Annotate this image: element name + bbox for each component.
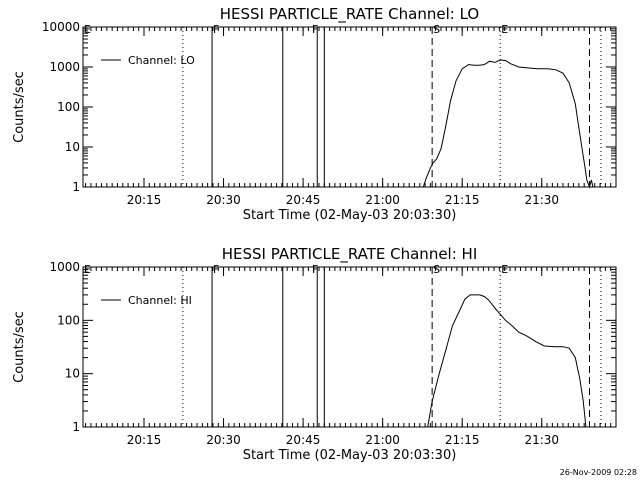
x-tick-label: 21:15	[445, 193, 480, 207]
x-tick-label: 20:15	[127, 193, 162, 207]
series-line-lo	[422, 59, 594, 189]
y-axis-label: Counts/sec	[12, 71, 27, 143]
y-tick-label: 100	[57, 313, 80, 327]
flag-label: E	[501, 23, 508, 36]
plot-frame	[82, 266, 617, 428]
y-axis-label: Counts/sec	[12, 311, 27, 383]
x-axis-label: Start Time (02-May-03 20:03:30)	[243, 208, 457, 223]
x-axis-label: Start Time (02-May-03 20:03:30)	[243, 448, 457, 463]
y-tick-label: 10	[65, 367, 80, 381]
flag-label: S	[433, 263, 440, 276]
x-tick-label: 20:30	[206, 433, 241, 447]
x-tick-label: 20:15	[127, 433, 162, 447]
x-tick-label: 20:45	[286, 193, 321, 207]
x-tick-label: 21:30	[524, 193, 559, 207]
y-tick-label: 1000	[49, 260, 80, 274]
flag-label: F	[312, 23, 318, 36]
flag-label: S	[433, 23, 440, 36]
y-tick-label: 1	[72, 180, 80, 194]
y-tick-label: 10000	[42, 20, 80, 34]
x-tick-label: 21:30	[524, 433, 559, 447]
flag-label: F	[312, 263, 318, 276]
panel-lo: HESSI PARTICLE_RATE Channel: LO 1 10 100 100…	[12, 5, 617, 223]
flag-label: E	[84, 23, 91, 36]
footer-timestamp: 26-Nov-2009 02:28	[560, 468, 637, 477]
series-line-hi	[427, 294, 587, 428]
y-tick-label: 1000	[49, 60, 80, 74]
chart-title: HESSI PARTICLE_RATE Channel: HI	[222, 245, 478, 264]
x-tick-label: 21:00	[365, 433, 400, 447]
chart-title: HESSI PARTICLE_RATE Channel: LO	[220, 5, 479, 24]
y-tick-label: 100	[57, 100, 80, 114]
flag-label: E	[501, 263, 508, 276]
panel-hi: HESSI PARTICLE_RATE Channel: HI 1 10 100 100…	[12, 245, 617, 463]
y-tick-label: 1	[72, 420, 80, 434]
x-tick-label: 21:00	[365, 193, 400, 207]
flag-label: F	[213, 263, 219, 276]
legend-label: Channel: LO	[128, 54, 195, 67]
plot-frame	[82, 26, 617, 188]
flag-label: F	[213, 23, 219, 36]
y-tick-label: 10	[65, 140, 80, 154]
x-tick-label: 21:15	[445, 433, 480, 447]
x-tick-label: 20:30	[206, 193, 241, 207]
x-tick-label: 20:45	[286, 433, 321, 447]
legend-label: Channel: HI	[128, 294, 192, 307]
flag-label: E	[84, 263, 91, 276]
